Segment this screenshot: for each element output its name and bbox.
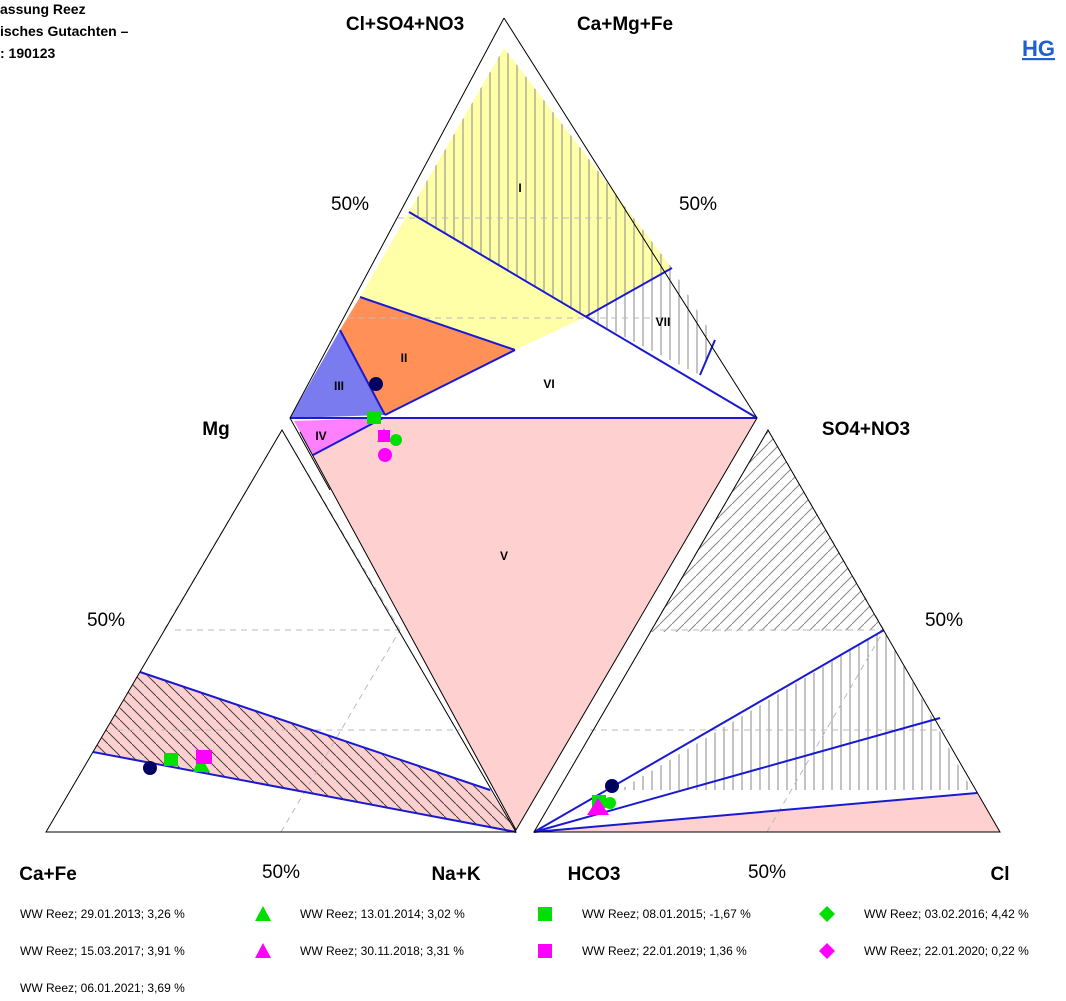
region-label: III [334,379,344,393]
axis-label: 50% [87,610,125,631]
title-line: isches Gutachten – [0,23,129,39]
legend-entry: WW Reez; 08.01.2015; -1,67 % [582,907,751,921]
axis-label: Mg [202,419,229,440]
legend-entry: WW Reez; 06.01.2021; 3,69 % [20,981,185,995]
legend-marker [255,906,271,921]
axis-label: 50% [748,862,786,883]
axis-label: Ca+Fe [19,864,77,885]
axis-label: 50% [925,610,963,631]
region-label: I [518,181,521,195]
axis-label: Na+K [431,864,480,885]
title-line: assung Reez [0,1,86,17]
region-label: VI [543,377,554,391]
boundaries [45,17,1001,833]
legend-marker [819,943,835,959]
axis-label: Cl+SO4+NO3 [346,14,464,35]
legend-marker [255,943,271,958]
axis-label: SO4+NO3 [822,419,910,440]
axis-label: Ca+Mg+Fe [577,14,673,35]
legend-entry: WW Reez; 30.11.2018; 3,31 % [300,944,464,958]
title-line: : 190123 [0,45,55,61]
axis-label: 50% [331,194,369,215]
legend-entry: WW Reez; 22.01.2019; 1,36 % [582,944,747,958]
region-label: IV [315,429,326,443]
axis-label: Cl [991,864,1010,885]
legend-marker [819,906,835,922]
region-label: II [401,351,408,365]
legend-marker [538,907,552,921]
region-label: V [500,549,508,563]
axis-label: 50% [262,862,300,883]
legend-entry: WW Reez; 03.02.2016; 4,42 % [864,907,1029,921]
legend-entry: WW Reez; 15.03.2017; 3,91 % [20,944,185,958]
region-label: VII [656,315,671,329]
axis-label: HCO3 [568,864,621,885]
samples [143,377,619,815]
legend-entry: WW Reez; 22.01.2020; 0,22 % [864,944,1029,958]
legend-entry: WW Reez; 13.01.2014; 3,02 % [300,907,465,921]
regions [93,48,1000,832]
legend-marker [538,944,552,958]
axis-label: 50% [679,194,717,215]
legend-entry: WW Reez; 29.01.2013; 3,26 % [20,907,185,921]
link[interactable]: HG [1022,36,1055,61]
